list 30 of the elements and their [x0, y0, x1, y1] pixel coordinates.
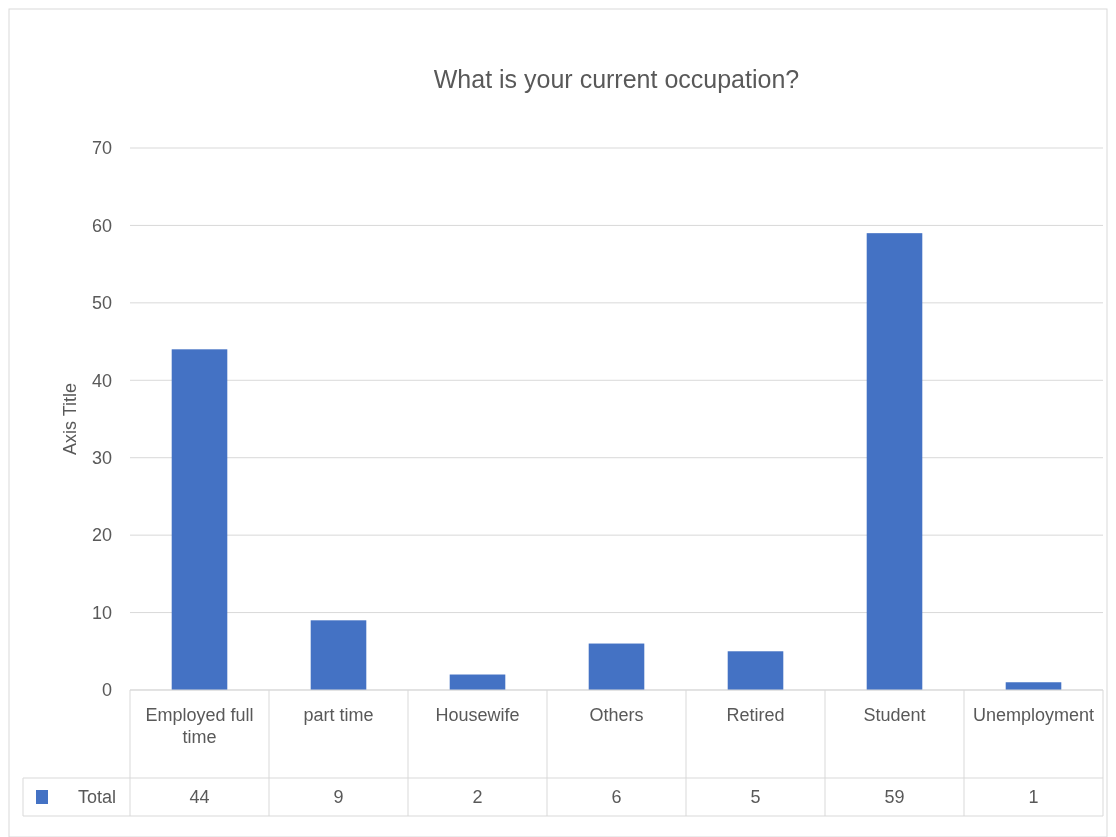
- x-tick-label: part time: [302, 704, 375, 726]
- data-label: 9: [333, 787, 344, 808]
- x-tick-label: Student: [862, 704, 927, 726]
- x-tick-label: Unemployment: [971, 704, 1096, 726]
- y-tick-label: 0: [101, 680, 112, 701]
- legend-label: Total: [78, 787, 117, 808]
- x-tick-label: Housewife: [434, 704, 521, 726]
- data-label: 6: [611, 787, 622, 808]
- data-label: 59: [884, 787, 905, 808]
- data-label: 1: [1028, 787, 1039, 808]
- x-tick-label: Retired: [725, 704, 786, 726]
- bar: [171, 349, 228, 690]
- y-axis-title: Axis Title: [60, 382, 80, 456]
- y-tick-label: 70: [91, 138, 112, 159]
- data-label: 2: [472, 787, 483, 808]
- y-tick-label: 60: [91, 215, 112, 236]
- bar: [866, 233, 923, 690]
- chart-title: What is your current occupation?: [433, 65, 800, 93]
- y-tick-label: 30: [91, 448, 112, 469]
- bar: [310, 620, 367, 690]
- y-tick-label: 40: [91, 370, 112, 391]
- x-tick-label: Employed full time: [144, 704, 255, 748]
- data-label: 44: [189, 787, 210, 808]
- bar: [588, 643, 645, 690]
- x-tick-label: Others: [588, 704, 645, 726]
- y-tick-label: 50: [91, 293, 112, 314]
- data-label: 5: [750, 787, 761, 808]
- y-tick-label: 20: [91, 525, 112, 546]
- bar: [727, 651, 784, 690]
- y-tick-label: 10: [91, 602, 112, 623]
